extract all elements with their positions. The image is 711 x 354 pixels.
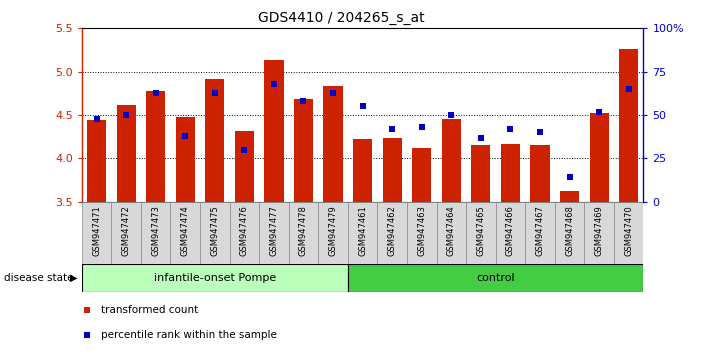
Bar [289,202,319,264]
Bar [141,202,171,264]
Bar [555,202,584,264]
Bar [412,148,432,202]
Bar [264,61,284,202]
Text: GSM947463: GSM947463 [417,205,426,256]
Bar [378,202,407,264]
Text: GDS4410 / 204265_s_at: GDS4410 / 204265_s_at [258,11,424,25]
Bar [383,138,402,202]
Text: GSM947478: GSM947478 [299,205,308,256]
Bar [200,202,230,264]
Bar [176,117,195,202]
Text: GSM947474: GSM947474 [181,205,190,256]
Text: transformed count: transformed count [102,305,198,315]
Text: GSM947468: GSM947468 [565,205,574,256]
Bar [319,202,348,264]
Bar [442,119,461,202]
Bar [496,202,525,264]
Text: GSM947477: GSM947477 [269,205,279,256]
Bar [171,202,200,264]
Bar [353,139,373,202]
Bar [82,264,348,292]
Text: GSM947475: GSM947475 [210,205,219,256]
Bar [348,264,643,292]
Bar [407,202,437,264]
Bar [348,202,378,264]
Text: GSM947471: GSM947471 [92,205,101,256]
Bar [259,202,289,264]
Bar [324,86,343,202]
Text: GSM947469: GSM947469 [594,205,604,256]
Text: control: control [476,273,515,283]
Text: GSM947472: GSM947472 [122,205,131,256]
Bar [614,202,643,264]
Bar [117,105,136,202]
Bar [235,131,254,202]
Text: GSM947473: GSM947473 [151,205,160,256]
Bar [205,79,225,202]
Bar [230,202,259,264]
Text: GSM947470: GSM947470 [624,205,634,256]
Bar [501,144,520,202]
Bar [82,202,112,264]
Bar [294,99,313,202]
Bar [146,91,165,202]
Bar [560,190,579,202]
Bar [437,202,466,264]
Text: disease state: disease state [4,273,73,283]
Bar [525,202,555,264]
Bar [584,202,614,264]
Text: ▶: ▶ [70,273,77,283]
Bar [530,145,550,202]
Text: infantile-onset Pompe: infantile-onset Pompe [154,273,276,283]
Bar [589,113,609,202]
Text: GSM947464: GSM947464 [447,205,456,256]
Text: GSM947479: GSM947479 [328,205,338,256]
Text: GSM947461: GSM947461 [358,205,367,256]
Bar [619,49,638,202]
Text: GSM947467: GSM947467 [535,205,545,256]
Bar [112,202,141,264]
Text: GSM947476: GSM947476 [240,205,249,256]
Text: percentile rank within the sample: percentile rank within the sample [102,330,277,339]
Bar [466,202,496,264]
Text: GSM947466: GSM947466 [506,205,515,256]
Bar [471,144,491,202]
Bar [87,120,106,202]
Text: GSM947462: GSM947462 [387,205,397,256]
Text: GSM947465: GSM947465 [476,205,486,256]
